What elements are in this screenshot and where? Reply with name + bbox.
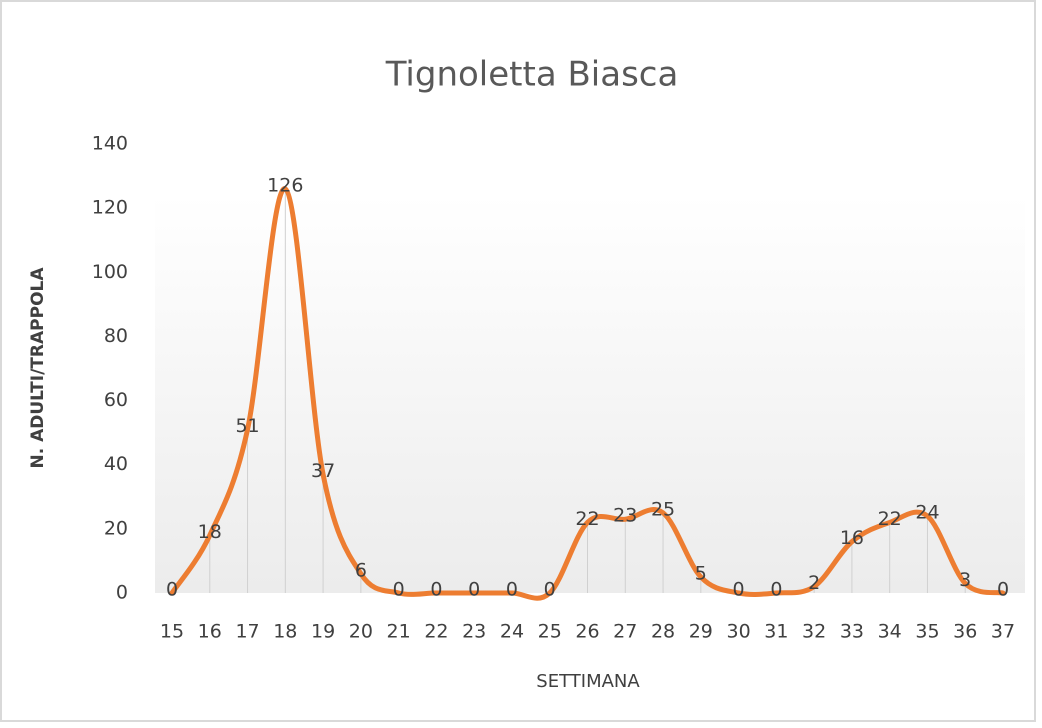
x-tick-label: 20: [349, 621, 373, 643]
x-tick-label: 29: [689, 621, 713, 643]
data-label: 0: [166, 579, 178, 601]
x-tick-label: 18: [273, 621, 297, 643]
x-tick-label: 16: [198, 621, 222, 643]
data-label: 0: [393, 579, 405, 601]
data-label: 18: [198, 521, 222, 543]
x-tick-label: 33: [840, 621, 864, 643]
y-tick-label: 40: [104, 453, 128, 475]
data-label: 0: [544, 579, 556, 601]
data-label: 0: [770, 579, 782, 601]
data-label: 6: [355, 559, 367, 581]
y-tick-label: 80: [104, 325, 128, 347]
data-label: 2: [808, 572, 820, 594]
y-tick-label: 60: [104, 389, 128, 411]
data-label: 23: [613, 505, 637, 527]
x-tick-label: 32: [802, 621, 826, 643]
x-tick-label: 15: [160, 621, 184, 643]
data-label: 24: [915, 502, 939, 524]
data-label: 126: [267, 174, 303, 196]
x-tick-label: 22: [424, 621, 448, 643]
x-tick-label: 23: [462, 621, 486, 643]
y-tick-label: 120: [92, 197, 128, 219]
x-tick-label: 17: [235, 621, 259, 643]
data-label: 5: [695, 562, 707, 584]
data-label: 16: [840, 527, 864, 549]
x-tick-label: 30: [726, 621, 750, 643]
y-tick-label: 0: [116, 582, 128, 604]
data-label: 22: [575, 508, 599, 530]
data-label: 0: [733, 579, 745, 601]
data-label: 0: [430, 579, 442, 601]
y-tick-label: 100: [92, 261, 128, 283]
x-tick-label: 37: [991, 621, 1015, 643]
chart-title: Tignoletta Biasca: [385, 55, 679, 95]
x-tick-label: 25: [538, 621, 562, 643]
x-tick-label: 24: [500, 621, 524, 643]
data-label: 22: [878, 508, 902, 530]
y-tick-label: 140: [92, 133, 128, 155]
x-tick-label: 19: [311, 621, 335, 643]
x-tick-label: 26: [575, 621, 599, 643]
x-tick-label: 35: [915, 621, 939, 643]
data-label: 0: [468, 579, 480, 601]
x-axis-title: SETTIMANA: [536, 671, 640, 692]
data-label: 37: [311, 460, 335, 482]
y-axis-title: N. ADULTI/TRAPPOLA: [28, 267, 48, 469]
x-tick-label: 34: [878, 621, 902, 643]
y-tick-label: 20: [104, 517, 128, 539]
data-label: 0: [506, 579, 518, 601]
data-label: 0: [997, 579, 1009, 601]
x-tick-label: 31: [764, 621, 788, 643]
data-label: 25: [651, 498, 675, 520]
x-tick-label: 36: [953, 621, 977, 643]
data-label: 51: [235, 415, 259, 437]
x-tick-label: 27: [613, 621, 637, 643]
x-tick-label: 21: [387, 621, 411, 643]
x-tick-label: 28: [651, 621, 675, 643]
line: [169, 186, 1006, 601]
data-label: 3: [959, 569, 971, 591]
